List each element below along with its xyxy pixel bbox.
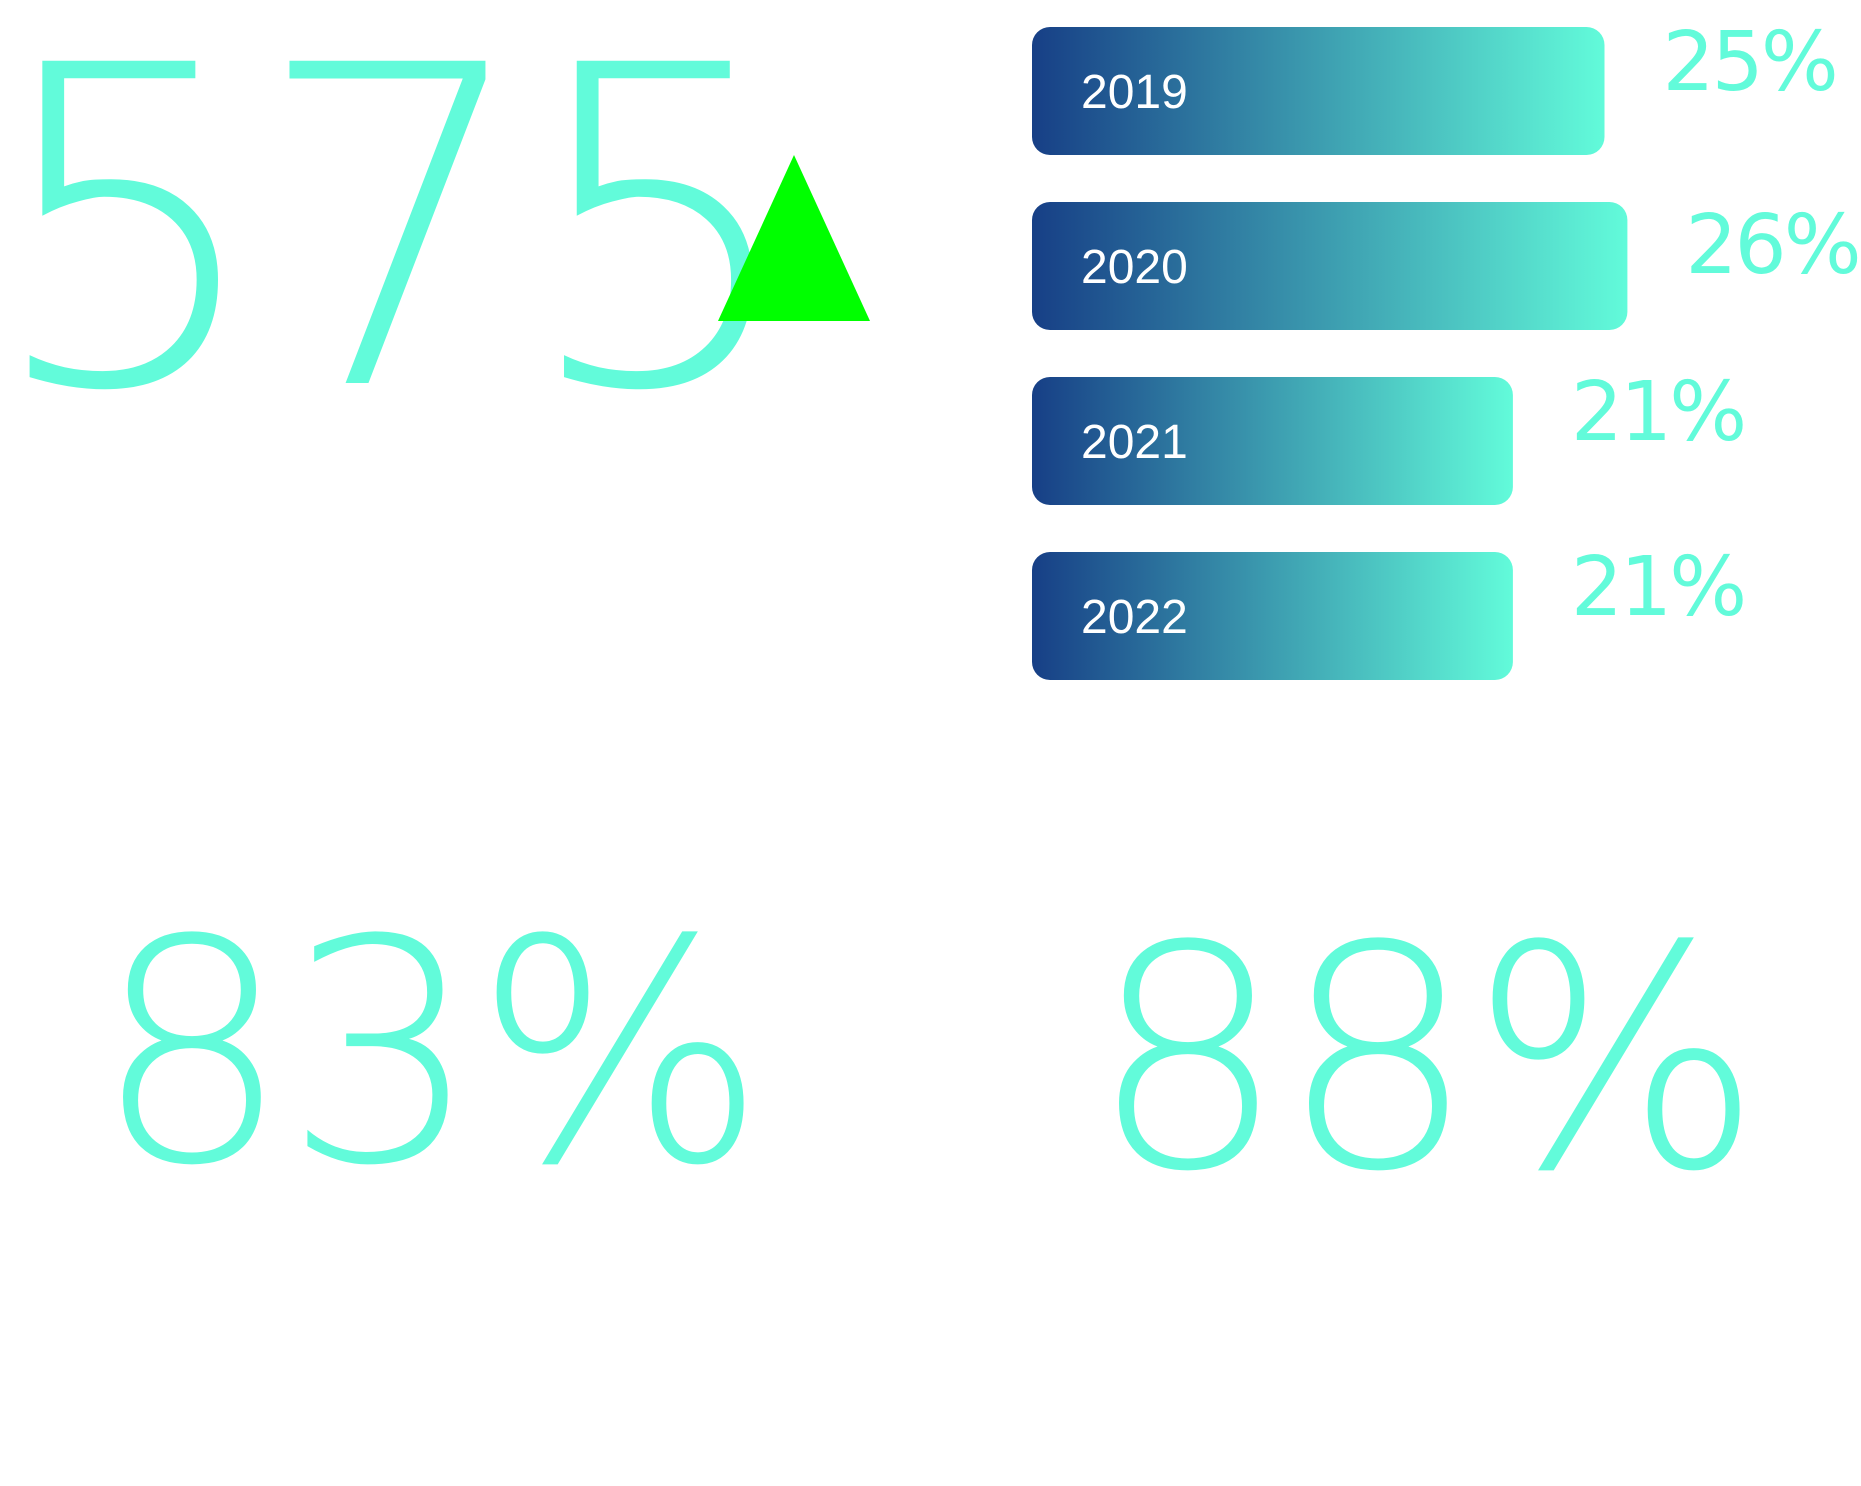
bar-value-label: 26% xyxy=(1685,198,1858,293)
kpi-right-value: 88% xyxy=(1090,880,1763,1239)
bar-category-label: 2022 xyxy=(1081,591,1188,644)
triangle-up-icon xyxy=(718,155,870,321)
bar-value-label: 21% xyxy=(1571,365,1744,460)
bar-layer: 2019 25% 2020 26% 2021 21% 2022 21% xyxy=(1032,15,1861,680)
bar-category-label: 2019 xyxy=(1081,66,1188,119)
bar-value-label: 25% xyxy=(1663,15,1836,110)
trend-up-shape xyxy=(718,155,870,321)
bar-2020 xyxy=(1032,202,1628,330)
bar-category-label: 2021 xyxy=(1081,416,1188,469)
bar-2022 xyxy=(1032,552,1513,680)
bar-2021 xyxy=(1032,377,1513,505)
bar-category-label: 2020 xyxy=(1081,241,1188,294)
bar-value-label: 21% xyxy=(1571,540,1744,635)
kpi-main-value: 575 xyxy=(0,0,802,488)
bar-2019 xyxy=(1032,27,1605,155)
year-percentage-bar-chart: 2019 25% 2020 26% 2021 21% 2022 21% xyxy=(1032,15,1861,680)
kpi-left-value: 83% xyxy=(94,874,767,1233)
